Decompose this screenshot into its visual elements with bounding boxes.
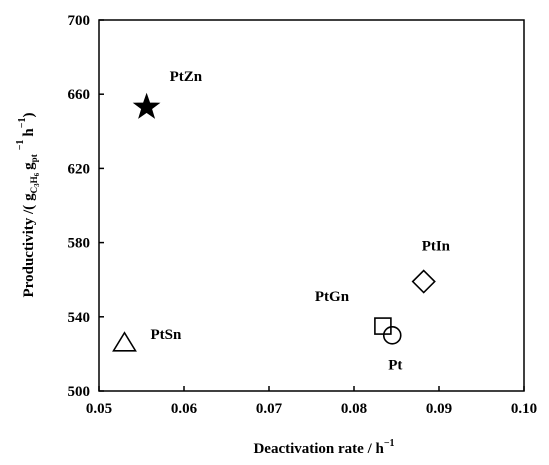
y-axis-title-g1-sub3: H xyxy=(29,176,39,183)
marker-pt-circle xyxy=(382,326,402,345)
data-labels: PtZn PtIn PtGn Pt PtSn xyxy=(151,69,451,373)
label-ptsn: PtSn xyxy=(151,327,183,343)
y-tick-label: 500 xyxy=(68,384,91,400)
x-tick-label: 0.08 xyxy=(341,401,367,417)
y-axis-title: Productivity /(gC3H6gpt−1h−1) xyxy=(15,113,41,298)
x-tick-label: 0.10 xyxy=(511,401,537,417)
plot-frame xyxy=(98,19,525,392)
label-ptzn: PtZn xyxy=(170,69,203,85)
y-axis-title-g1-sub4: 6 xyxy=(33,172,41,176)
y-tick-label: 660 xyxy=(68,87,91,103)
label-ptin: PtIn xyxy=(422,239,451,255)
y-axis-title-g1-sub2: 3 xyxy=(33,183,41,187)
x-axis-title-sup: −1 xyxy=(384,438,395,449)
x-tick-label: 0.09 xyxy=(426,401,452,417)
y-axis-title-h: h xyxy=(21,128,37,137)
y-axis-title-suffix: ) xyxy=(21,113,37,118)
y-axis-title-g2: g xyxy=(21,162,37,170)
x-tick-label: 0.05 xyxy=(86,401,112,417)
x-axis-ticks: 0.05 0.06 0.07 0.08 0.09 0.10 xyxy=(86,386,537,417)
marker-ptsn-triangle xyxy=(112,331,137,352)
y-tick-label: 540 xyxy=(68,310,91,326)
label-ptgn: PtGn xyxy=(315,289,350,305)
y-tick-label: 580 xyxy=(68,236,91,252)
data-markers xyxy=(112,92,436,352)
y-tick-label: 700 xyxy=(68,13,91,29)
marker-ptzn-star xyxy=(132,92,161,119)
y-axis-ticks: 500 540 580 620 660 700 xyxy=(68,13,104,400)
plot-border xyxy=(98,19,525,392)
x-tick-label: 0.07 xyxy=(256,401,283,417)
x-tick-label: 0.06 xyxy=(171,401,198,417)
label-pt: Pt xyxy=(388,357,402,373)
x-axis-title: Deactivation rate / h−1 xyxy=(253,438,394,457)
y-axis-title-sup1: −1 xyxy=(15,140,26,151)
y-axis-title-g1-sub: C xyxy=(29,187,39,194)
y-tick-label: 620 xyxy=(68,161,91,177)
marker-ptin-diamond xyxy=(411,269,436,294)
y-axis-title-sup2: −1 xyxy=(17,118,28,129)
x-axis-title-text: Deactivation rate / h xyxy=(253,441,384,457)
marker-ptgn-square xyxy=(374,317,392,335)
y-axis-title-g2-sub: pt xyxy=(29,154,39,162)
y-axis-title-g1: g xyxy=(21,193,37,201)
y-axis-title-prefix: Productivity /( xyxy=(21,205,37,298)
